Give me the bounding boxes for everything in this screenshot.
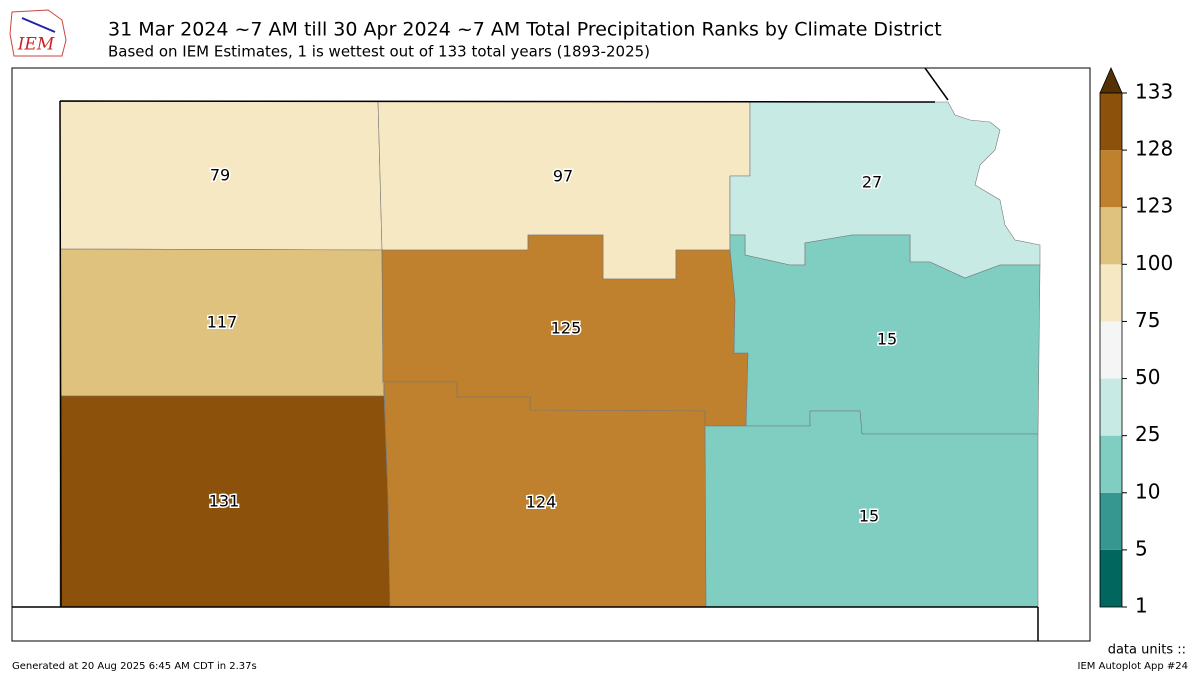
district-rank: 97 [553,167,573,186]
colorbar-bin [1100,378,1122,436]
logo-icon [21,17,56,33]
colorbar-tick-label: 123 [1135,194,1173,218]
colorbar-bin [1100,321,1122,379]
district-rank: 15 [877,330,897,349]
units-label: data units :: [1108,643,1186,658]
subtitle: Based on IEM Estimates, 1 is wettest out… [108,43,650,61]
app-note: IEM Autoplot App #24 [1078,661,1188,672]
colorbar-tick-label: 128 [1135,137,1173,161]
district-rank: 131 [209,492,240,511]
district-rank: 15 [859,507,879,526]
title: 31 Mar 2024 ~7 AM till 30 Apr 2024 ~7 AM… [108,19,942,41]
colorbar-tick-label: 5 [1135,536,1148,560]
logo: IEM [9,9,67,57]
colorbar-bin [1100,492,1122,550]
district-rank: 125 [551,319,582,338]
logo-text: IEM [17,35,55,55]
colorbar-tick-label: 133 [1135,80,1173,104]
colorbar-tick-label: 1 [1135,594,1148,618]
colorbar-bin [1100,264,1122,322]
colorbar: 1 5 10 25 50 75 100 123 128 133 [1099,67,1173,618]
colorbar-tick-label: 100 [1135,251,1173,275]
state-border [12,67,1039,641]
colorbar-tick-label: 10 [1135,479,1160,503]
colorbar-bin [1100,435,1122,493]
colorbar-tick-label: 50 [1135,365,1160,389]
generated-note: Generated at 20 Aug 2025 6:45 AM CDT in … [12,661,257,672]
district-rank: 117 [207,313,238,332]
district [383,381,707,608]
district-rank: 27 [862,173,882,192]
colorbar-extend [1099,67,1123,94]
colorbar-tick-label: 75 [1135,308,1160,332]
colorbar-bin [1100,93,1122,151]
colorbar-bin [1100,207,1122,265]
districts: 79 97 27 117 125 15 131 124 15 [59,100,1041,608]
colorbar-bin [1100,549,1122,607]
colorbar-outline [1099,92,1123,608]
district [729,234,1041,435]
colorbar-bin [1100,150,1122,208]
logo-outline [9,9,67,57]
district-rank: 79 [210,166,230,185]
colorbar-tick-label: 25 [1135,422,1160,446]
district-rank: 124 [526,493,557,512]
